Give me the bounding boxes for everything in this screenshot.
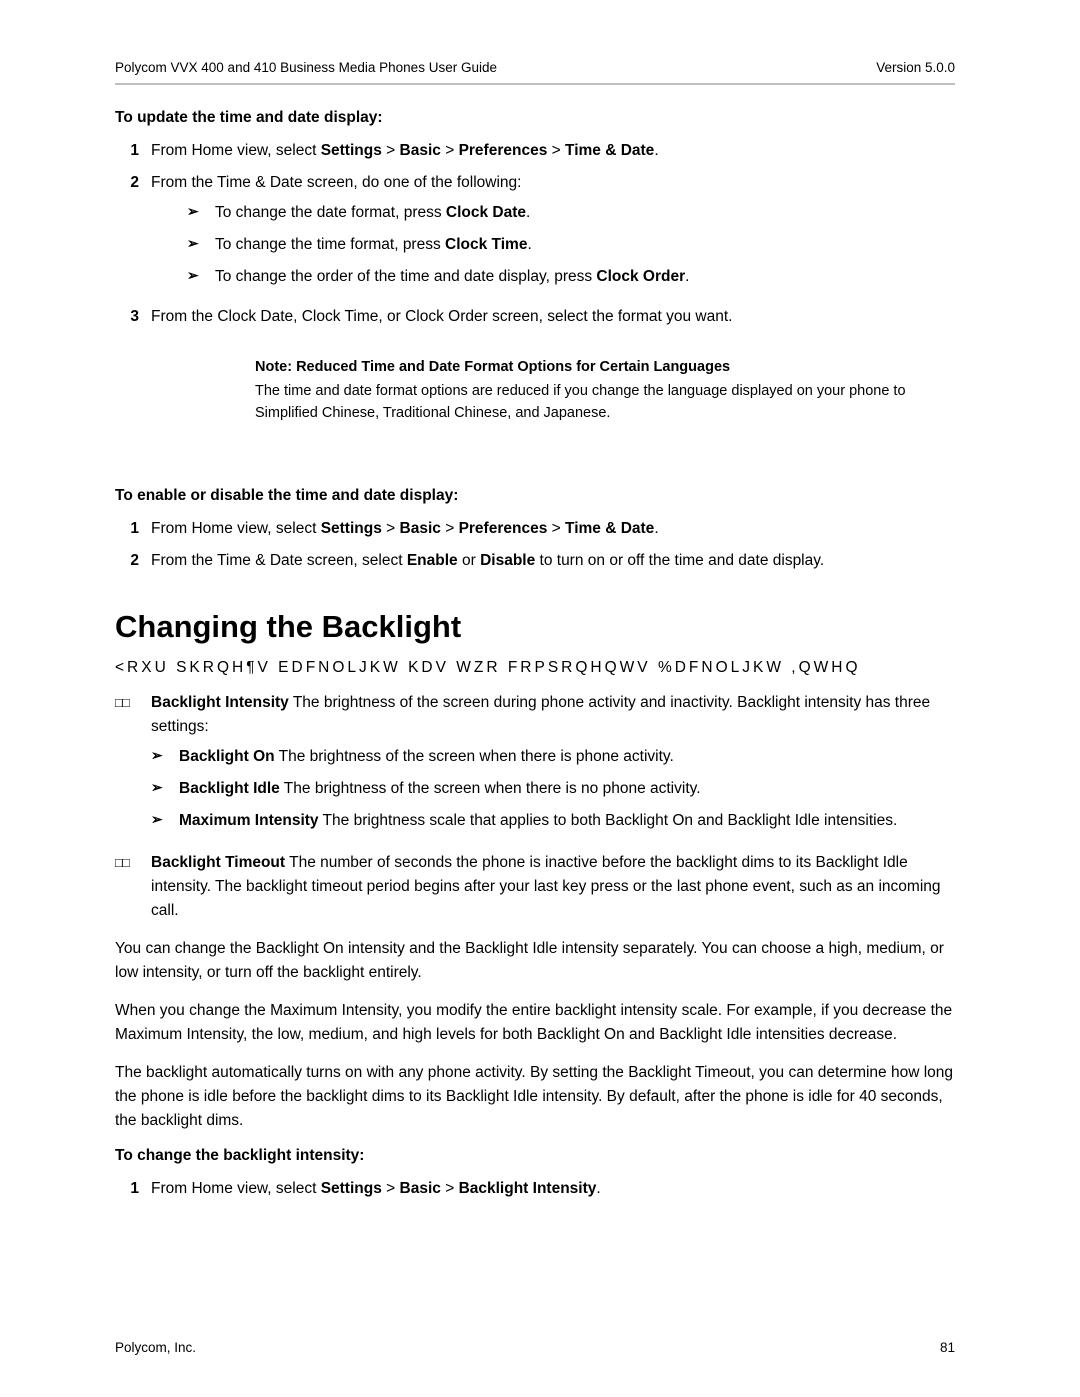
footer-right: 81: [940, 1340, 955, 1355]
step-number: 1: [115, 517, 151, 541]
step-1: 1 From Home view, select Settings > Basi…: [115, 1177, 955, 1201]
arrow-icon: ➢: [187, 201, 215, 225]
square-icon: □□: [115, 691, 151, 841]
substep: ➢Backlight On The brightness of the scre…: [151, 745, 955, 769]
arrow-icon: ➢: [187, 233, 215, 257]
footer-left: Polycom, Inc.: [115, 1340, 196, 1355]
substep: ➢To change the date format, press Clock …: [187, 201, 955, 225]
step-text: From the Clock Date, Clock Time, or Cloc…: [151, 305, 955, 329]
square-icon: □□: [115, 851, 151, 923]
step-text: From Home view, select Settings > Basic …: [151, 139, 955, 163]
arrow-icon: ➢: [151, 745, 179, 769]
note-box: Note: Reduced Time and Date Format Optio…: [255, 359, 955, 425]
bullet-backlight-timeout: □□ Backlight Timeout The number of secon…: [115, 851, 955, 923]
page: Polycom VVX 400 and 410 Business Media P…: [0, 0, 1080, 1397]
arrow-icon: ➢: [187, 265, 215, 289]
backlight-bullets: □□ Backlight Intensity The brightness of…: [115, 691, 955, 923]
bullet-backlight-intensity: □□ Backlight Intensity The brightness of…: [115, 691, 955, 841]
step-number: 3: [115, 305, 151, 329]
substep: ➢To change the time format, press Clock …: [187, 233, 955, 257]
garbled-line: <RXU SKRQH¶V EDFNOLJKW KDV WZR FRPSRQHQW…: [115, 659, 955, 677]
step-1: 1 From Home view, select Settings > Basi…: [115, 517, 955, 541]
substep: ➢To change the order of the time and dat…: [187, 265, 955, 289]
step-text: From Home view, select Settings > Basic …: [151, 517, 955, 541]
header-left: Polycom VVX 400 and 410 Business Media P…: [115, 60, 497, 75]
section-title-change-backlight: To change the backlight intensity:: [115, 1147, 955, 1165]
step-2: 2 From the Time & Date screen, select En…: [115, 549, 955, 573]
steps-update-time: 1 From Home view, select Settings > Basi…: [115, 139, 955, 329]
arrow-icon: ➢: [151, 777, 179, 801]
step-number: 1: [115, 139, 151, 163]
page-footer: Polycom, Inc. 81: [115, 1340, 955, 1355]
header-rule: [115, 83, 955, 85]
step-number: 2: [115, 549, 151, 573]
page-header: Polycom VVX 400 and 410 Business Media P…: [115, 60, 955, 83]
steps-enable-disable: 1 From Home view, select Settings > Basi…: [115, 517, 955, 573]
h1-changing-backlight: Changing the Backlight: [115, 609, 955, 645]
arrow-icon: ➢: [151, 809, 179, 833]
step-text: From the Time & Date screen, do one of t…: [151, 171, 955, 297]
substep: ➢Backlight Idle The brightness of the sc…: [151, 777, 955, 801]
bi-sub: ➢Backlight On The brightness of the scre…: [151, 745, 955, 833]
substep: ➢Maximum Intensity The brightness scale …: [151, 809, 955, 833]
header-right: Version 5.0.0: [876, 60, 955, 75]
step-1: 1 From Home view, select Settings > Basi…: [115, 139, 955, 163]
body-paragraph: You can change the Backlight On intensit…: [115, 937, 955, 985]
steps-change-backlight: 1 From Home view, select Settings > Basi…: [115, 1177, 955, 1201]
step-text: From the Time & Date screen, select Enab…: [151, 549, 955, 573]
step-number: 1: [115, 1177, 151, 1201]
section-title-update-time: To update the time and date display:: [115, 109, 955, 127]
body-paragraph: When you change the Maximum Intensity, y…: [115, 999, 955, 1047]
note-body: The time and date format options are red…: [255, 381, 955, 425]
body-paragraph: The backlight automatically turns on wit…: [115, 1061, 955, 1133]
substeps: ➢To change the date format, press Clock …: [187, 201, 955, 289]
note-title: Note: Reduced Time and Date Format Optio…: [255, 359, 955, 375]
step-3: 3 From the Clock Date, Clock Time, or Cl…: [115, 305, 955, 329]
section-title-enable-disable: To enable or disable the time and date d…: [115, 487, 955, 505]
step-number: 2: [115, 171, 151, 297]
step-text: From Home view, select Settings > Basic …: [151, 1177, 955, 1201]
step-2: 2 From the Time & Date screen, do one of…: [115, 171, 955, 297]
